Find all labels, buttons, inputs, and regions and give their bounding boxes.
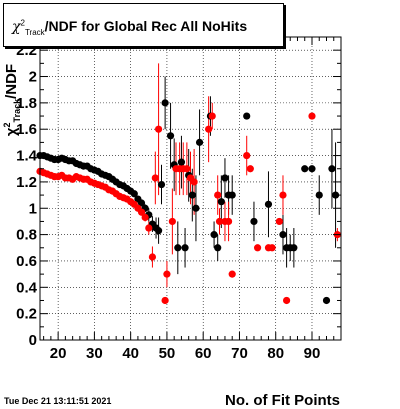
y-axis-title-chi: χ <box>3 127 20 136</box>
data-point <box>137 199 146 207</box>
title-sub: Track <box>24 27 45 37</box>
data-point <box>328 165 336 173</box>
x-axis-title: No. of Fit Points <box>225 392 340 409</box>
data-point <box>268 244 276 252</box>
data-point <box>188 191 196 199</box>
data-point <box>322 296 331 305</box>
data-point <box>308 165 316 173</box>
data-point <box>283 296 291 305</box>
series-0-points <box>36 99 340 305</box>
data-point <box>243 151 251 160</box>
data-point <box>205 125 213 133</box>
data-points <box>36 99 341 305</box>
data-point <box>250 217 258 226</box>
data-point <box>141 213 149 222</box>
data-point <box>192 204 200 212</box>
data-point <box>168 217 176 226</box>
y-tick-label: 0.8 <box>16 227 37 244</box>
y-axis-title: χ2Track/NDF <box>2 64 22 136</box>
y-tick-label: 2 <box>29 69 37 86</box>
chart-title: χ2Track/NDF for Global Rec All NoHits <box>12 18 247 37</box>
data-point <box>195 138 204 146</box>
data-point <box>214 244 222 252</box>
data-point <box>174 244 182 252</box>
data-point <box>161 99 169 107</box>
data-point <box>224 217 233 226</box>
data-point <box>264 200 273 208</box>
data-point <box>208 112 216 120</box>
data-point <box>137 208 146 216</box>
data-point <box>243 112 251 120</box>
data-point <box>210 231 218 239</box>
y-tick-label: 1.8 <box>16 95 37 112</box>
data-point <box>154 125 163 133</box>
series-1-points <box>36 112 341 305</box>
data-point <box>315 191 323 199</box>
title-sup: 2 <box>20 18 25 28</box>
data-point <box>228 270 236 278</box>
grid <box>40 37 341 341</box>
data-point <box>290 244 298 252</box>
x-tick-label: 30 <box>86 345 103 362</box>
title-chi: χ <box>12 19 21 35</box>
data-point <box>301 165 309 173</box>
data-point <box>145 224 153 232</box>
data-point <box>161 296 169 305</box>
data-point <box>166 132 175 140</box>
y-tick-labels: 00.20.40.60.811.21.41.61.822.2 <box>16 42 38 349</box>
data-point <box>331 191 340 199</box>
data-point <box>181 244 189 252</box>
x-tick-label: 20 <box>50 345 67 362</box>
x-tick-label: 60 <box>195 345 212 362</box>
data-point <box>275 217 283 226</box>
data-point <box>279 191 287 199</box>
data-point <box>157 180 166 189</box>
y-tick-label: 0 <box>29 332 37 349</box>
data-point <box>183 165 191 173</box>
y-tick-label: 1.4 <box>16 148 38 165</box>
y-tick-label: 1.6 <box>16 121 37 138</box>
y-tick-label: 0.2 <box>16 306 37 323</box>
data-point <box>177 158 186 166</box>
y-tick-label: 1.2 <box>16 174 37 191</box>
data-point <box>308 112 316 120</box>
data-point <box>253 244 262 252</box>
title-rest: /NDF for Global Rec All NoHits <box>44 18 248 34</box>
x-tick-label: 90 <box>304 345 321 362</box>
data-point <box>215 217 224 226</box>
data-point <box>151 174 159 182</box>
x-tick-label: 40 <box>122 345 139 362</box>
x-tick-labels: 20 30 40 50 60 70 80 90 <box>50 345 321 362</box>
y-axis-title-rest: /NDF <box>3 64 20 99</box>
data-point <box>228 191 236 199</box>
chart-title-box: χ2Track/NDF for Global Rec All NoHits <box>3 3 284 47</box>
date-stamp: Tue Dec 21 13:11:51 2021 <box>4 396 112 406</box>
y-tick-label: 0.6 <box>16 253 37 270</box>
data-point <box>221 174 229 182</box>
x-tick-label: 50 <box>159 345 176 362</box>
x-tick-label: 80 <box>267 345 284 362</box>
data-point <box>190 178 198 186</box>
y-tick-label: 1 <box>29 200 37 217</box>
data-point <box>217 198 225 206</box>
data-point <box>279 231 287 239</box>
x-tick-label: 70 <box>231 345 248 362</box>
data-point <box>246 165 254 173</box>
data-point <box>154 227 163 235</box>
y-axis-title-sup: 2 <box>2 122 12 127</box>
data-point <box>148 253 157 261</box>
data-point <box>130 190 138 198</box>
data-point <box>163 270 171 278</box>
y-axis-title-sub: Track <box>12 98 22 123</box>
y-tick-label: 0.4 <box>16 279 38 296</box>
data-point <box>214 191 222 199</box>
